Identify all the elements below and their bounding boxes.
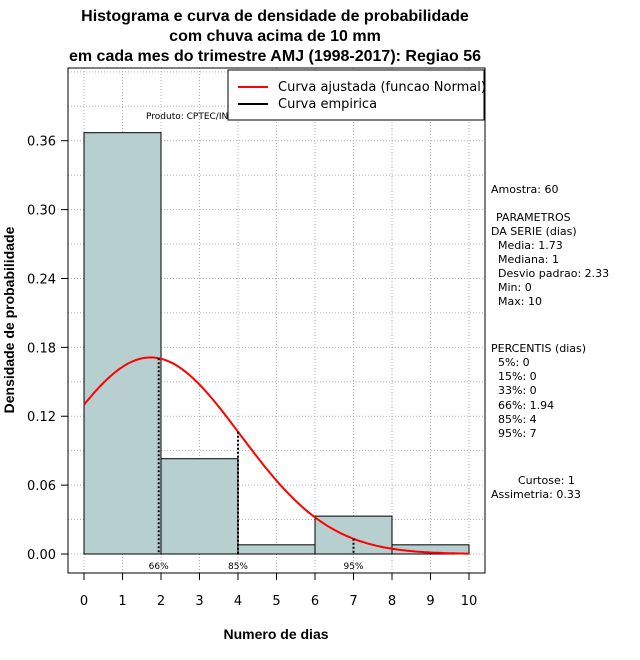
y-tick-label-0.24: 0.24 — [27, 272, 56, 287]
percentile-33: 33%: 0 — [498, 384, 537, 397]
percentile-15: 15%: 0 — [498, 370, 537, 383]
product-label: Produto: CPTEC/INPE — [146, 112, 240, 122]
x-tick-label-6: 6 — [311, 594, 319, 609]
legend-label-normal: Curva ajustada (funcao Normal) — [278, 80, 486, 95]
chart-title-line-2: com chuva acima de 10 mm — [169, 28, 381, 45]
x-tick-label-5: 5 — [272, 594, 280, 609]
histogram-bars — [83, 132, 470, 555]
percentile-label-66%: 66% — [149, 562, 169, 572]
y-tick-label-0.12: 0.12 — [27, 410, 56, 425]
mean-value: Media: 1.73 — [498, 239, 563, 252]
y-tick-label-0.00: 0.00 — [27, 548, 56, 563]
percentile-markers: 66% 85% 95% — [149, 358, 364, 572]
percentile-label-95%: 95% — [343, 562, 363, 572]
statistics-panel: Amostra: 60 PARAMETROS DA SERIE (dias) M… — [491, 183, 609, 501]
histogram-bar-0 — [83, 132, 162, 555]
x-axis-label: Numero de dias — [223, 626, 328, 642]
y-tick-label-0.30: 0.30 — [27, 204, 56, 219]
x-tick-label-0: 0 — [80, 594, 88, 609]
y-axis: 0.00 0.06 0.12 0.18 0.24 0.30 0.36 — [27, 135, 69, 563]
percentile-95: 95%: 7 — [498, 427, 537, 440]
sample-size: Amostra: 60 — [491, 183, 558, 196]
skewness-value: Assimetria: 0.33 — [491, 488, 581, 501]
legend-label-empirical: Curva empirica — [278, 97, 377, 112]
x-tick-label-9: 9 — [426, 594, 434, 609]
y-tick-label-0.18: 0.18 — [27, 341, 56, 356]
x-tick-label-4: 4 — [234, 594, 242, 609]
y-axis-label: Densidade de probabilidade — [1, 226, 17, 413]
x-tick-label-8: 8 — [388, 594, 396, 609]
normal-fit-curve — [83, 356, 469, 555]
params-header-2: DA SERIE (dias) — [491, 225, 577, 238]
percentiles-header: PERCENTIS (dias) — [491, 342, 586, 355]
x-tick-label-2: 2 — [157, 594, 165, 609]
histogram-bar-2 — [237, 544, 316, 555]
histogram-bar-1 — [160, 458, 239, 555]
percentile-5: 5%: 0 — [498, 356, 530, 369]
max-value: Max: 10 — [498, 295, 542, 308]
min-value: Min: 0 — [498, 281, 532, 294]
percentile-85: 85%: 4 — [498, 413, 537, 426]
x-tick-label-7: 7 — [349, 594, 357, 609]
y-tick-label-0.06: 0.06 — [27, 479, 56, 494]
chart-title-line-3: em cada mes do trimestre AMJ (1998-2017)… — [69, 48, 481, 65]
x-tick-label-3: 3 — [195, 594, 203, 609]
legend: Curva ajustada (funcao Normal) Curva emp… — [227, 69, 486, 121]
kurtosis-value: Curtose: 1 — [518, 474, 575, 487]
legend-box — [227, 69, 485, 121]
x-tick-label-1: 1 — [118, 594, 126, 609]
median-value: Mediana: 1 — [498, 253, 559, 266]
x-tick-label-10: 10 — [461, 594, 478, 609]
x-axis: 0 1 2 3 4 5 6 7 8 9 10 — [80, 572, 478, 609]
chart-title-line-1: Histograma e curva de densidade de proba… — [81, 8, 469, 25]
y-tick-label-0.36: 0.36 — [27, 135, 56, 150]
params-header-1: PARAMETROS — [496, 211, 571, 224]
percentile-66: 66%: 1.94 — [498, 399, 554, 412]
stddev-value: Desvio padrao: 2.33 — [498, 267, 609, 280]
percentile-label-85%: 85% — [228, 562, 248, 572]
